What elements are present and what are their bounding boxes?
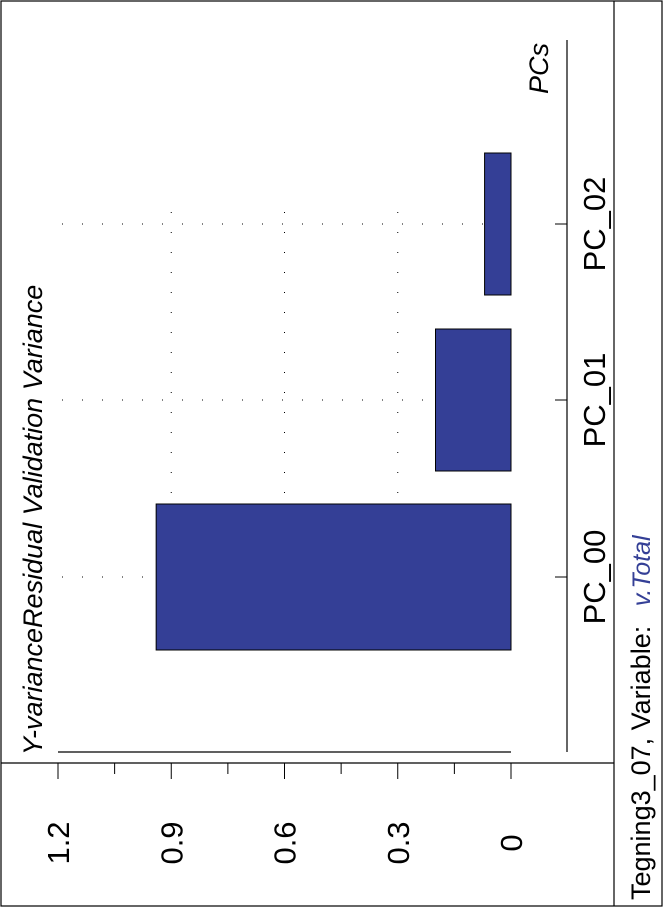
grid-lines xyxy=(62,212,511,578)
x-axis-label: PCs xyxy=(524,43,554,94)
y-ticks: 0 0.3 0.6 0.9 1.2 xyxy=(41,763,529,865)
y-tick-label: 0.6 xyxy=(268,821,303,864)
category-label: PC_02 xyxy=(577,177,612,272)
y-tick-label: 0.3 xyxy=(381,821,416,864)
footer-text: Tegning3_07, Variable: v.Total xyxy=(626,534,656,900)
bar-pc-01 xyxy=(435,328,512,472)
category-label: PC_01 xyxy=(577,353,612,448)
category-label: PC_00 xyxy=(577,530,612,625)
y-tick-label: 0.9 xyxy=(154,821,189,864)
y-tick-label: 1.2 xyxy=(41,821,76,864)
footer-prefix: Tegning3_07, Variable: xyxy=(626,626,656,900)
y-tick-label: 0 xyxy=(494,834,529,851)
footer-variable: v.Total xyxy=(628,534,656,606)
bars xyxy=(155,152,512,651)
bar-pc-02 xyxy=(484,152,512,296)
chart-title: Y-varianceResidual Validation Variance xyxy=(18,285,48,755)
bar-pc-00 xyxy=(155,503,512,651)
category-labels: PC_00 PC_01 PC_02 xyxy=(555,177,612,625)
